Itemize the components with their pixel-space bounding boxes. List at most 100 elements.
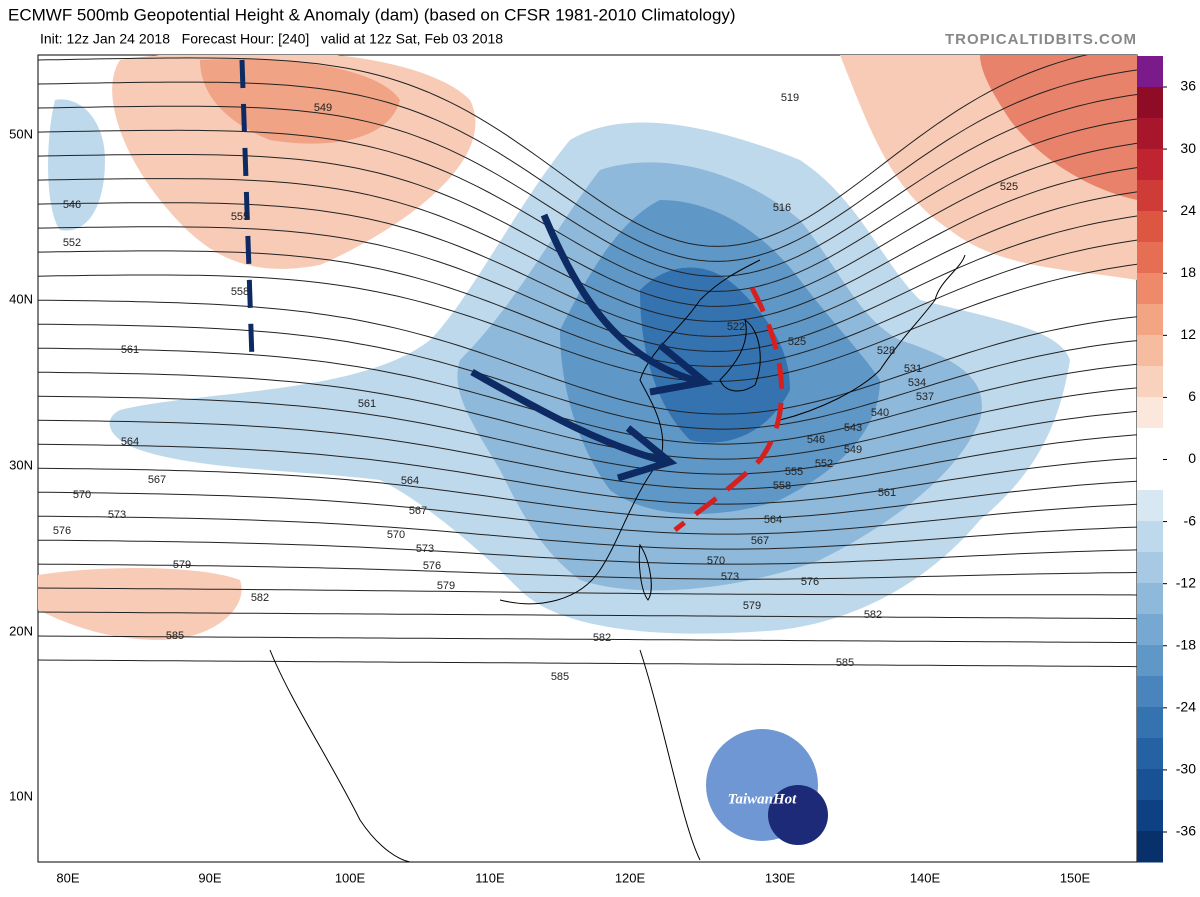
contour-label: 585 [551, 671, 569, 683]
contour [38, 69, 1137, 262]
contour [38, 93, 1137, 277]
lon-label: 130E [765, 870, 796, 885]
colorbar-band [1137, 676, 1163, 708]
contour-label: 576 [53, 525, 71, 537]
lon-label: 100E [335, 870, 366, 885]
contour-label: 573 [721, 571, 739, 583]
contour-label: 567 [409, 505, 427, 517]
contour [38, 563, 1137, 580]
contour-label: 564 [764, 514, 782, 526]
lon-label: 110E [475, 870, 505, 885]
colorbar-label: 24 [1180, 202, 1196, 218]
contour-label: 579 [437, 580, 455, 592]
contour-label: 558 [773, 480, 791, 492]
title: ECMWF 500mb Geopotential Height & Anomal… [8, 5, 736, 24]
colorbar: 36 30 24 18 12 6 0 -6 -12 -18 -24 -30 -36 [1137, 56, 1196, 863]
contour [38, 215, 1137, 352]
colorbar-band [1137, 614, 1163, 646]
contour-label: 558 [231, 286, 249, 298]
colorbar-label: -12 [1176, 574, 1196, 590]
contour-label: 582 [251, 592, 269, 604]
contour [38, 395, 1137, 475]
contour [38, 299, 1137, 415]
contour [38, 419, 1137, 490]
contour-label: 525 [1000, 181, 1018, 193]
colorbar-band [1137, 707, 1163, 739]
contour [38, 142, 1137, 307]
contour-label: 576 [801, 576, 819, 588]
contour-label: 564 [121, 436, 139, 448]
colorbar-label: -36 [1176, 823, 1196, 839]
lat-label: 50N [9, 126, 33, 141]
colorbar-label: 18 [1180, 264, 1196, 280]
colorbar-band [1137, 459, 1163, 491]
contour-label: 561 [121, 344, 139, 356]
contour [38, 467, 1137, 520]
contour-label: 525 [788, 336, 806, 348]
colorbar-band [1137, 428, 1163, 460]
contour-label: 552 [63, 237, 81, 249]
colorbar-band [1137, 180, 1163, 212]
colorbar-band [1137, 366, 1163, 398]
contour-label: 516 [773, 202, 791, 214]
colorbar-label: -30 [1176, 761, 1196, 777]
colorbar-band [1137, 769, 1163, 801]
contour [38, 611, 1137, 620]
contour-label: 549 [844, 444, 862, 456]
contour-label: 528 [877, 345, 895, 357]
colorbar-band [1137, 211, 1163, 243]
contour-label: 519 [781, 92, 799, 104]
colorbar-band [1137, 583, 1163, 615]
lat-label: 20N [9, 623, 33, 638]
anomaly-shading [38, 55, 1137, 640]
contour-label: 561 [358, 398, 376, 410]
contour-label: 546 [807, 434, 825, 446]
logo: TaiwanHot [706, 729, 828, 845]
colorbar-band [1137, 273, 1163, 305]
colorbar-band [1137, 645, 1163, 677]
contour [38, 539, 1137, 565]
colorbar-band [1137, 800, 1163, 832]
contour-label: 573 [416, 543, 434, 555]
coastlines [269, 254, 966, 862]
contour-label: 540 [871, 407, 889, 419]
contour-label: 579 [173, 559, 191, 571]
contour [38, 55, 1089, 247]
colorbar-label: 36 [1180, 78, 1196, 94]
contour-label: 531 [904, 363, 922, 375]
contour [38, 323, 1137, 430]
lon-label: 150E [1060, 870, 1091, 885]
colorbar-label: 0 [1188, 450, 1196, 466]
lon-label: 80E [56, 870, 79, 885]
lat-label: 10N [9, 788, 33, 803]
contour [38, 635, 1137, 644]
lat-label: 30N [9, 457, 33, 472]
contour [38, 371, 1137, 460]
colorbar-band [1137, 304, 1163, 336]
init-text: Init: 12z Jan 24 2018 Forecast Hour: [24… [40, 31, 503, 47]
contour-label: 582 [864, 609, 882, 621]
lon-label: 90E [198, 870, 221, 885]
colorbar-band [1137, 56, 1163, 88]
colorbar-label: -24 [1176, 699, 1196, 715]
colorbar-band [1137, 552, 1163, 584]
contour-label: 549 [314, 102, 332, 114]
colorbar-band [1137, 149, 1163, 181]
contour-label: 534 [908, 377, 926, 389]
colorbar-label: -6 [1184, 512, 1197, 528]
contour-label: 585 [166, 630, 184, 642]
colorbar-band [1137, 397, 1163, 429]
contour-label: 585 [836, 657, 854, 669]
contour [38, 118, 1137, 292]
logo-text: TaiwanHot [728, 791, 797, 807]
lon-label: 120E [615, 870, 646, 885]
colorbar-label: 30 [1180, 140, 1196, 156]
colorbar-band [1137, 87, 1163, 119]
contour [38, 263, 1137, 382]
colorbar-band [1137, 335, 1163, 367]
colorbar-label: 12 [1180, 326, 1196, 342]
contour-label: 582 [593, 632, 611, 644]
colorbar-label: 6 [1188, 388, 1196, 404]
contour [38, 239, 1137, 367]
